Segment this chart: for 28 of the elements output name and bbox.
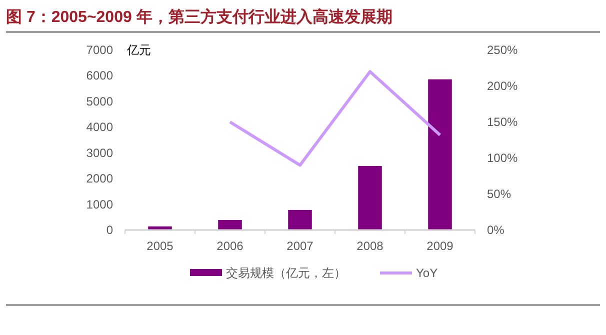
bar — [358, 166, 382, 230]
y-tick-label: 4000 — [86, 120, 114, 134]
chart-title: 图 7：2005~2009 年，第三方支付行业进入高速发展期 — [6, 7, 392, 26]
y-tick-label: 2000 — [86, 172, 114, 186]
y2-tick-label: 150% — [487, 115, 518, 129]
bar — [218, 220, 242, 230]
x-tick-label: 2006 — [216, 239, 244, 253]
x-tick-label: 2009 — [426, 239, 454, 253]
y2-tick-label: 0% — [487, 223, 505, 237]
legend-label: YoY — [416, 266, 438, 280]
x-tick-label: 2007 — [286, 239, 314, 253]
bar — [288, 210, 312, 230]
y-tick-label: 1000 — [86, 197, 114, 212]
legend-label: 交易规模（亿元，左） — [226, 266, 346, 280]
y2-tick-label: 100% — [487, 151, 518, 165]
x-tick-label: 2005 — [146, 239, 174, 253]
y-tick-label: 5000 — [86, 94, 114, 108]
x-tick-label: 2008 — [356, 239, 384, 253]
line-series — [228, 70, 442, 167]
y-tick-label: 3000 — [86, 146, 114, 160]
bar — [428, 79, 452, 230]
y2-tick-label: 200% — [487, 79, 518, 93]
y-tick-label: 7000 — [86, 43, 114, 57]
y-tick-label: 0 — [106, 223, 114, 237]
y-tick-label: 6000 — [86, 68, 114, 83]
y-axis-title: 亿元 — [126, 43, 151, 57]
y2-tick-label: 250% — [487, 43, 518, 57]
y2-tick-label: 50% — [487, 187, 512, 201]
